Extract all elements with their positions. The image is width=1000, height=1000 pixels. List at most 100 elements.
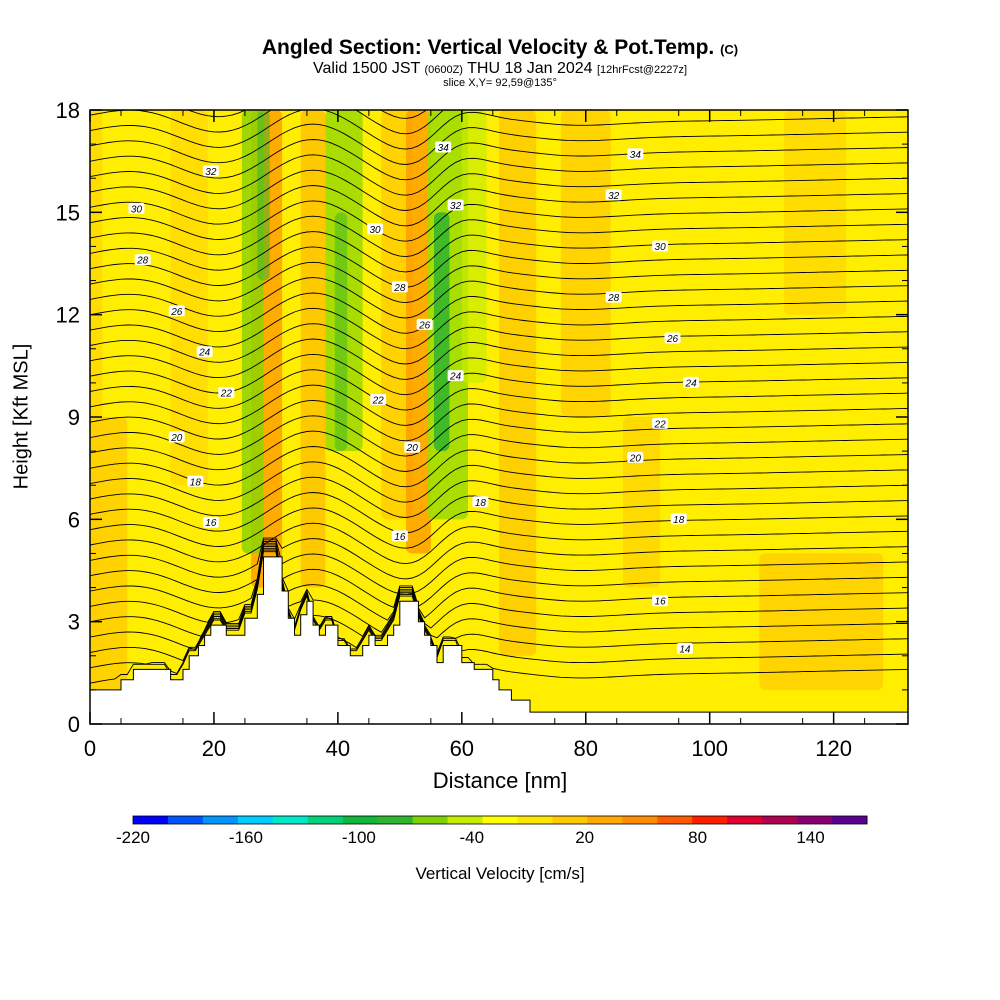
contour-label: 14 [676, 642, 693, 655]
velocity-band [461, 110, 487, 383]
colorbar-swatch [517, 816, 553, 824]
contour-label: 28 [134, 254, 151, 267]
theta-contour [90, 544, 908, 637]
y-tick-label: 12 [56, 303, 80, 328]
colorbar-swatch [727, 816, 763, 824]
colorbar-swatch [692, 816, 728, 824]
contour-label: 16 [391, 530, 408, 543]
colorbar-swatch [622, 816, 658, 824]
contour-label-text: 32 [608, 191, 620, 202]
contour-label: 16 [652, 595, 669, 608]
terrain-mask [89, 556, 909, 725]
colorbar-swatch [307, 816, 344, 824]
theta-contour [90, 384, 908, 426]
theta-contour [90, 539, 908, 595]
contour-label: 34 [435, 141, 452, 154]
contour-label: 18 [670, 513, 687, 526]
contour-label: 16 [202, 516, 219, 529]
chart-title: Angled Section: Vertical Velocity & Pot.… [261, 36, 739, 59]
contour-label-text: 22 [654, 419, 667, 430]
contour-label: 30 [652, 240, 669, 253]
theta-contour [90, 154, 908, 196]
contour-label-text: 18 [190, 477, 202, 488]
velocity-band [170, 110, 208, 486]
x-tick-label: 0 [84, 736, 96, 761]
contour-label-text: 18 [673, 515, 685, 526]
contour-label-text: 34 [438, 143, 450, 154]
contour-label-text: 20 [170, 433, 183, 444]
y-tick-label: 3 [68, 610, 80, 635]
contour-label: 26 [416, 318, 433, 331]
theta-contour [90, 110, 602, 135]
colorbar-swatch [797, 816, 833, 824]
colorbar-swatch [342, 816, 379, 824]
colorbar-swatch [412, 816, 449, 824]
colorbar-swatch [762, 816, 798, 824]
theta-contour [90, 369, 908, 411]
theta-contour [90, 541, 908, 609]
colorbar-swatch [377, 816, 414, 824]
velocity-band [300, 110, 326, 588]
contour-label-text: 22 [372, 395, 385, 406]
theta-contour [90, 63, 908, 103]
slice-info: slice X,Y= 92,59@135° [443, 77, 557, 89]
theta-contour [90, 461, 908, 503]
theta-contour [90, 542, 908, 624]
contour-label-text: 34 [630, 150, 642, 161]
contour-label: 32 [202, 165, 219, 178]
colorbar-swatch [832, 816, 868, 824]
contour-label: 18 [472, 496, 489, 509]
contour-label-text: 20 [406, 443, 419, 454]
contour-label: 20 [627, 451, 644, 464]
velocity-band [622, 417, 661, 588]
theta-contour [90, 110, 908, 150]
velocity-band [381, 110, 413, 520]
x-tick-label: 20 [202, 736, 226, 761]
contour-label: 22 [218, 387, 235, 400]
theta-contour [90, 185, 908, 227]
colorbar-swatch [552, 816, 588, 824]
y-tick-label: 9 [68, 405, 80, 430]
velocity-band [257, 110, 270, 281]
theta-contour [90, 169, 908, 211]
theta-contour [90, 139, 908, 181]
colorbar-swatch [272, 816, 309, 824]
x-tick-label: 80 [574, 736, 598, 761]
colorbar-swatch [202, 816, 239, 824]
theta-contour [90, 200, 908, 242]
theta-contour [90, 338, 908, 380]
theta-contour [90, 399, 908, 442]
y-tick-label: 15 [56, 200, 80, 225]
contour-label: 30 [128, 202, 145, 215]
contour-label: 22 [652, 417, 669, 430]
contour-label-text: 14 [679, 644, 691, 655]
theta-contour [90, 492, 908, 534]
colorbar-swatch [482, 816, 518, 824]
y-tick-label: 0 [68, 712, 80, 737]
colorbar-tick-label: 80 [688, 828, 707, 847]
contour-label-text: 28 [607, 293, 620, 304]
contour-label: 34 [627, 148, 644, 161]
colorbar-tick-label: -40 [459, 828, 484, 847]
theta-contour [90, 246, 908, 288]
velocity-band [499, 110, 537, 656]
contour-label: 24 [683, 376, 700, 389]
theta-contour [90, 123, 908, 165]
contour-label-text: 32 [450, 201, 462, 212]
contour-label-text: 18 [475, 498, 487, 509]
contour-label-text: 28 [136, 256, 149, 267]
contour-label-text: 20 [629, 453, 642, 464]
colorbar-tick-label: -100 [342, 828, 376, 847]
x-tick-label: 40 [326, 736, 350, 761]
theta-contour [186, 110, 427, 119]
contour-label: 28 [605, 291, 622, 304]
colorbar-label: Vertical Velocity [cm/s] [415, 864, 585, 883]
contour-label: 20 [168, 431, 185, 444]
y-tick-label: 18 [56, 98, 80, 123]
theta-contour [90, 507, 908, 549]
colorbar-tick-label: -220 [116, 828, 150, 847]
colorbar-swatch [133, 816, 169, 824]
theta-contour [90, 215, 908, 258]
theta-contour [90, 231, 908, 273]
